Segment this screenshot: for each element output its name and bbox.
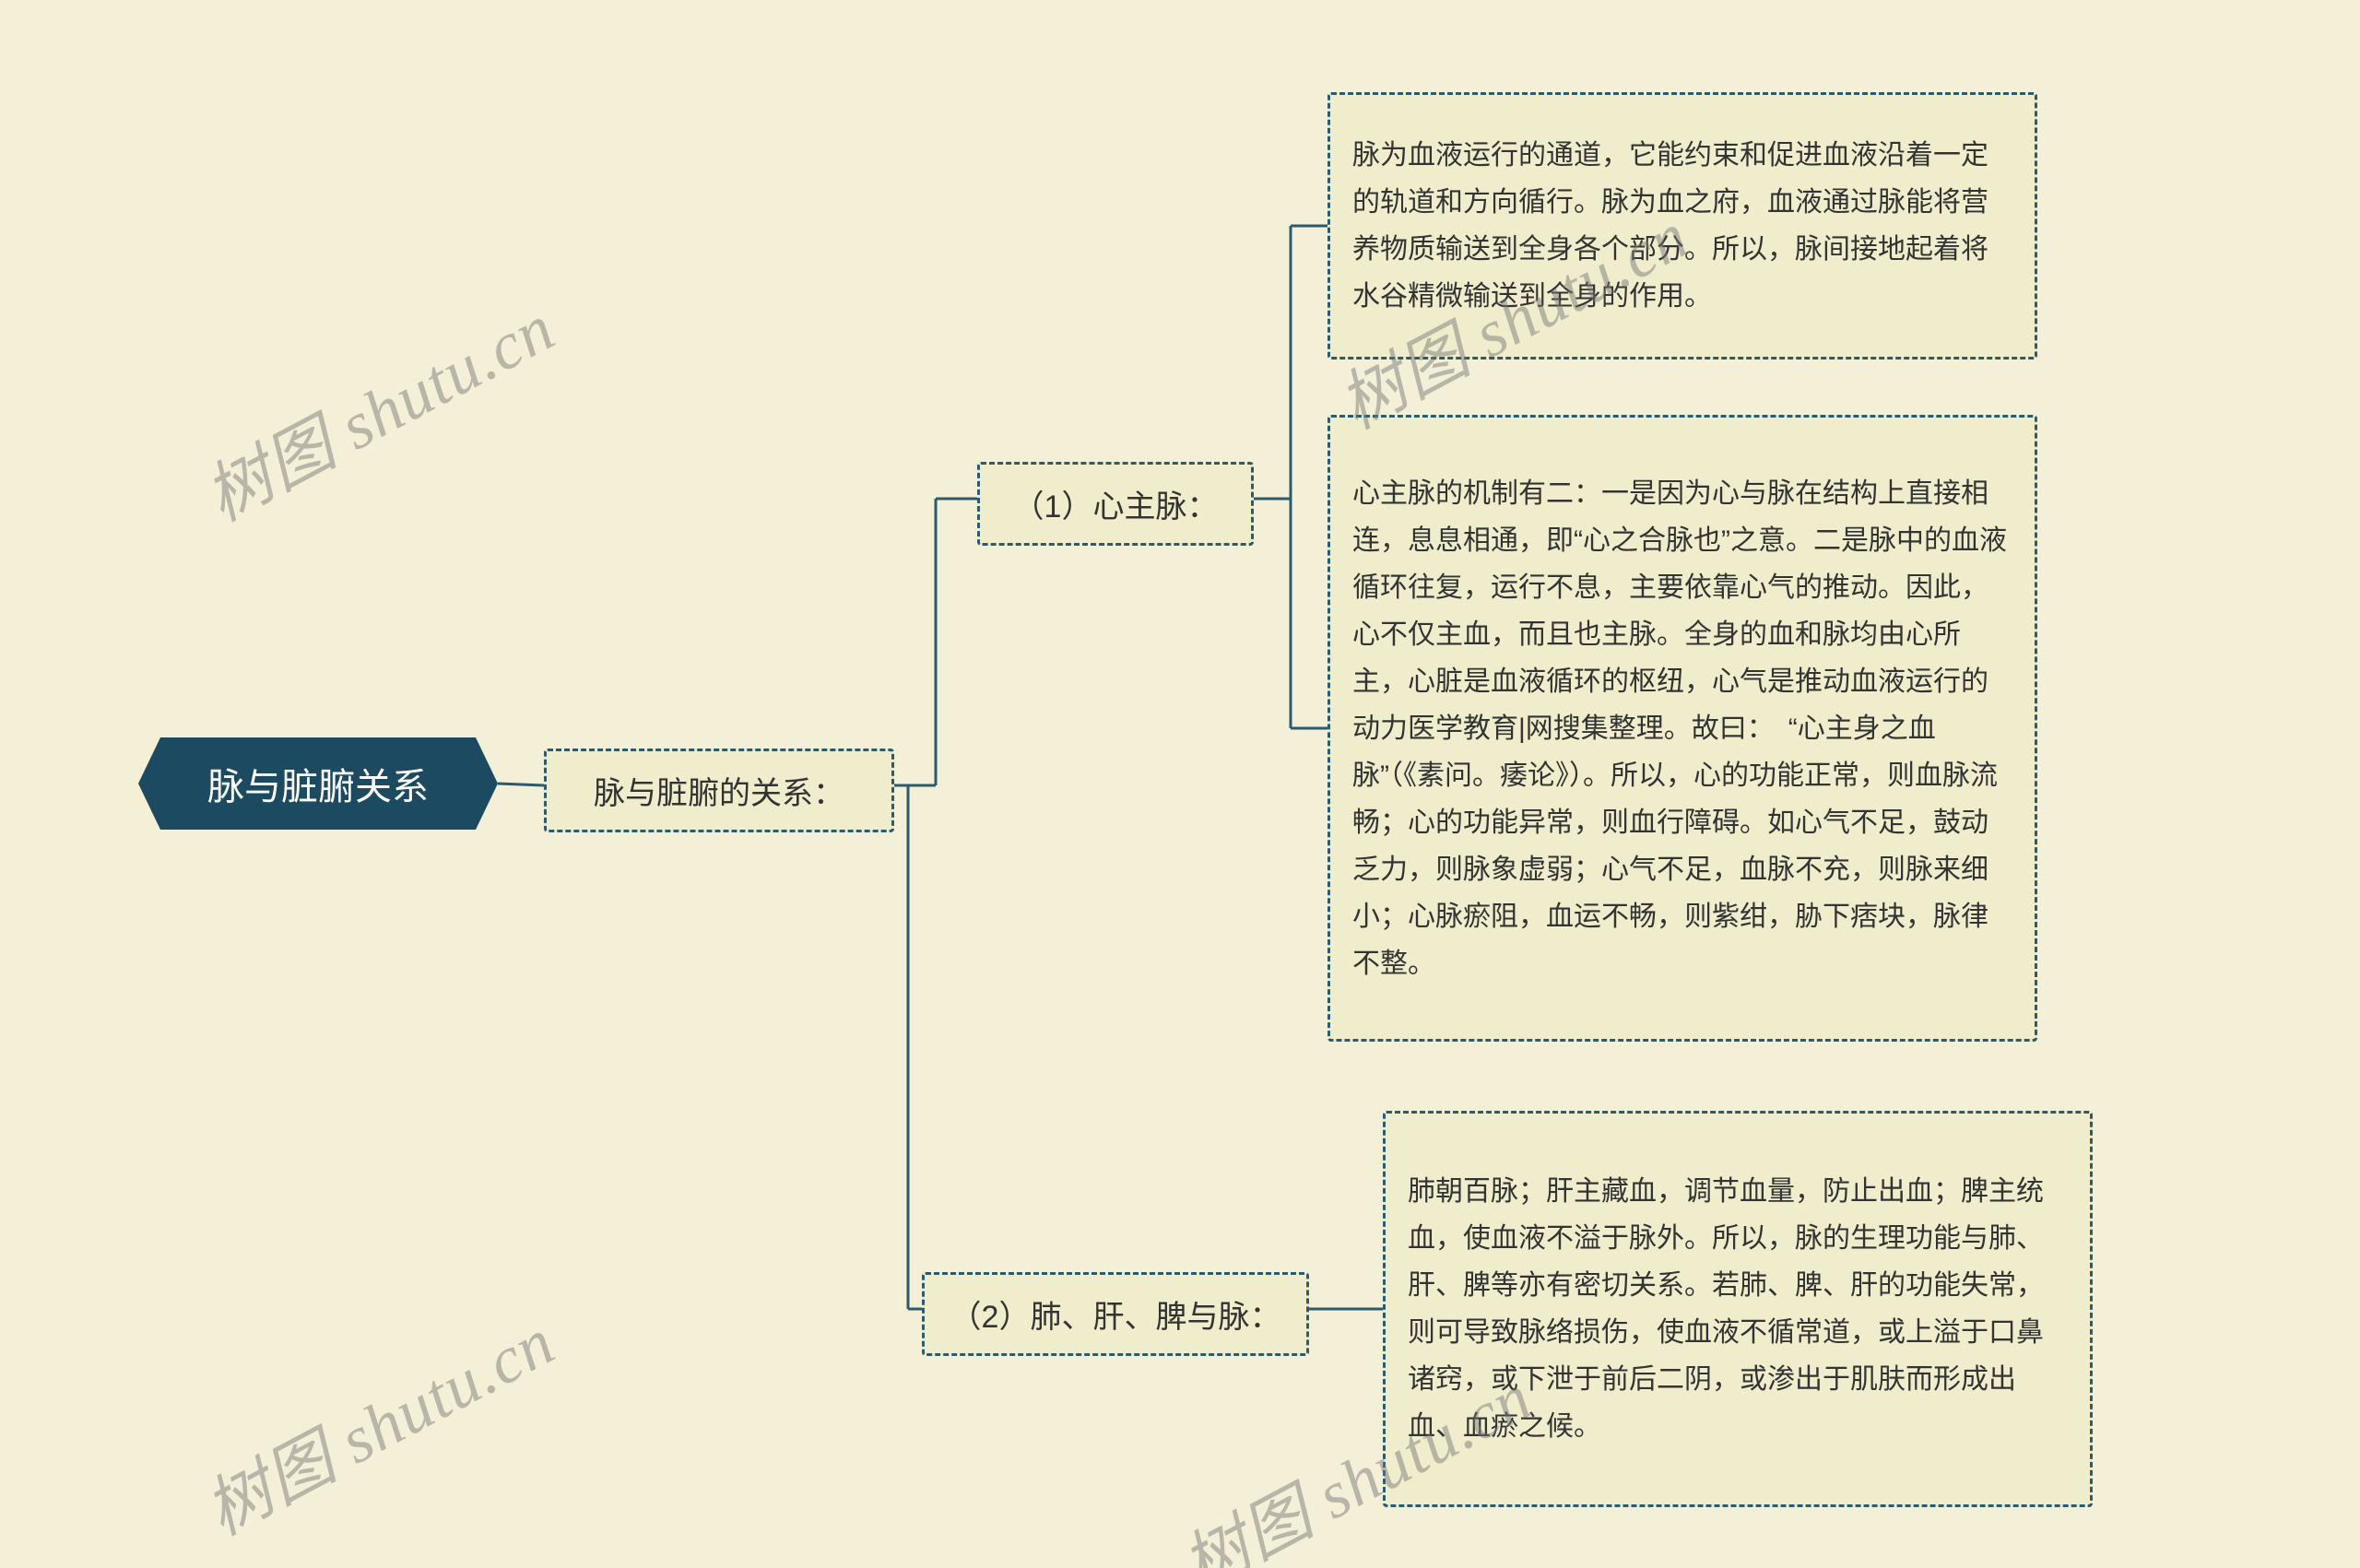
level1-label: 脉与脏腑的关系： [594,768,844,813]
root-node: 脉与脏腑关系 [138,737,498,830]
leaf-node-1-1: 脉为血液运行的通道，它能约束和促进血液沿着一定的轨道和方向循行。脉为血之府，血液… [1328,92,2037,360]
branch-node-2: （2）肺、肝、脾与脉： [922,1272,1309,1356]
watermark: 树图 shutu.cn [185,274,569,539]
branch-1-label: （1）心主脉： [1013,481,1219,526]
root-label: 脉与脏腑关系 [207,757,429,810]
leaf-node-1-2: 心主脉的机制有二：一是因为心与脉在结构上直接相连，息息相通，即“心之合脉也”之意… [1328,415,2037,1042]
branch-2-label: （2）肺、肝、脾与脉： [950,1291,1281,1337]
level1-node: 脉与脏腑的关系： [544,749,894,832]
leaf-1-2-text: 心主脉的机制有二：一是因为心与脉在结构上直接相连，息息相通，即“心之合脉也”之意… [1352,470,2012,987]
branch-node-1: （1）心主脉： [977,462,1254,546]
leaf-node-2-1: 肺朝百脉；肝主藏血，调节血量，防止出血；脾主统血，使血液不溢于脉外。所以，脉的生… [1383,1111,2093,1507]
leaf-1-1-text: 脉为血液运行的通道，它能约束和促进血液沿着一定的轨道和方向循行。脉为血之府，血液… [1352,132,2012,320]
leaf-2-1-text: 肺朝百脉；肝主藏血，调节血量，防止出血；脾主统血，使血液不溢于脉外。所以，脉的生… [1408,1168,2068,1450]
watermark: 树图 shutu.cn [185,1288,569,1553]
